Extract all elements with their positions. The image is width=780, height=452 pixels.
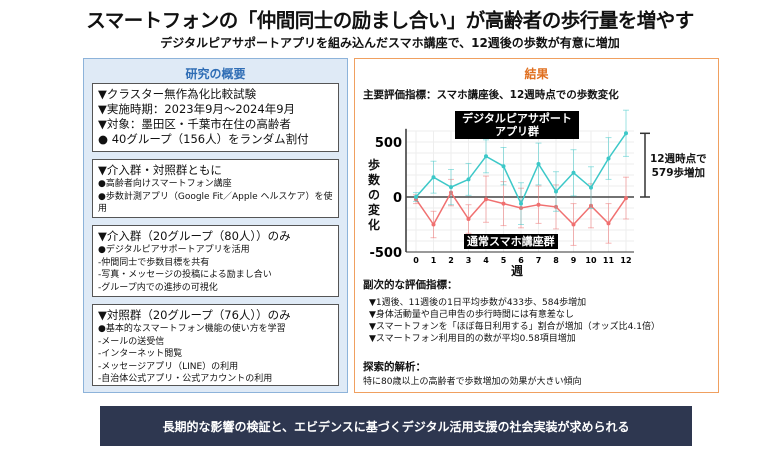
annotation-line: 12週時点で bbox=[650, 153, 707, 165]
box-item: -写真・メッセージの投稿による励まし合い bbox=[98, 270, 272, 280]
intervention-point bbox=[449, 185, 453, 190]
x-tick-label: 12 bbox=[620, 256, 631, 265]
secondary-item: ▼身体活動量や自己申告の歩行時間には有意差なし bbox=[369, 310, 574, 320]
y-tick-label: 500 bbox=[375, 136, 402, 151]
intervention-point bbox=[554, 189, 558, 194]
intervention-point bbox=[589, 185, 593, 190]
exploratory-heading: 探索的解析： bbox=[363, 361, 426, 373]
annotation-line: 579歩増加 bbox=[651, 167, 706, 179]
intervention-point bbox=[466, 177, 471, 182]
control-point bbox=[431, 222, 436, 227]
study-overview-panel: 研究の概要 ▼クラスター無作為化比較試験 ▼実施時期：2023年9月～2024年… bbox=[83, 58, 348, 393]
series-label-control: 通常スマホ講座群 bbox=[464, 234, 558, 249]
control-point bbox=[484, 197, 488, 202]
box-item: ●歩数計測アプリ（Google Fit／Apple ヘルスケア）を使用 bbox=[98, 191, 333, 215]
allocation-line: ● 40グループ（156人）をランダム割付 bbox=[98, 132, 309, 146]
y-tick-label: -500 bbox=[369, 246, 402, 261]
intervention-point bbox=[431, 175, 436, 180]
box-item: ●デジタルピアサポートアプリを活用 bbox=[98, 245, 250, 255]
box-item: -メッセージアプリ（LINE）の利用 bbox=[98, 361, 239, 372]
x-tick-label: 1 bbox=[431, 256, 437, 265]
secondary-list: ▼1週後、11週後の1日平均歩数が433歩、584歩増加 ▼身体活動量や自己申告… bbox=[369, 297, 660, 345]
overview-heading: 研究の概要 bbox=[185, 67, 246, 81]
control-point bbox=[606, 221, 611, 226]
control-point bbox=[624, 196, 628, 201]
x-tick-label: 3 bbox=[466, 256, 472, 265]
intervention-point bbox=[624, 131, 628, 136]
x-tick-label: 6 bbox=[518, 256, 524, 265]
both-groups-box: ▼介入群・対照群ともに ●高齢者向けスマートフォン講座 ●歩数計測アプリ（Goo… bbox=[92, 159, 339, 218]
control-point bbox=[466, 217, 471, 221]
exploratory-text: 特に80歳以上の高齢者で歩数増加の効果が大きい傾向 bbox=[363, 377, 582, 387]
x-tick-label: 0 bbox=[413, 256, 419, 265]
conclusion-banner: 長期的な影響の検証と、エビデンスに基づくデジタル活用支援の社会実装が求められる bbox=[100, 406, 692, 446]
intervention-point bbox=[571, 170, 576, 175]
main-metric: 主要評価指標：スマホ講座後、12週時点での歩数変化 bbox=[363, 89, 619, 101]
secondary-item: ▼スマートフォンを「ほぼ毎日利用する」割合が増加（オッズ比4.1倍） bbox=[369, 322, 660, 332]
intervention-point bbox=[519, 201, 523, 206]
series-label-intervention: デジタルピアサポートアプリ群 bbox=[455, 111, 579, 139]
intervention-point bbox=[536, 162, 541, 166]
control-point bbox=[571, 222, 576, 227]
x-tick-label: 10 bbox=[585, 256, 597, 265]
box-item: -インターネット閲覧 bbox=[98, 349, 183, 359]
box-item: ●基本的なスマートフォン機能の使い方を学習 bbox=[98, 324, 286, 334]
x-tick-label: 9 bbox=[571, 256, 577, 265]
box-item: ●高齢者向けスマートフォン講座 bbox=[98, 179, 232, 189]
x-tick-label: 11 bbox=[603, 256, 615, 265]
control-point bbox=[536, 202, 541, 207]
annotation-text: 12週時点で 579歩増加 bbox=[650, 152, 707, 180]
control-point bbox=[501, 201, 506, 206]
x-tick-label: 2 bbox=[448, 256, 454, 265]
y-axis-label: 歩数の変化 bbox=[368, 158, 381, 232]
intervention-point bbox=[414, 195, 418, 199]
intervention-point bbox=[606, 156, 611, 161]
intervention-point bbox=[484, 154, 488, 159]
x-tick-label: 8 bbox=[553, 256, 559, 265]
secondary-item: ▼スマートフォン利用目的の数が平均0.58項目増加 bbox=[369, 334, 576, 344]
design-line: ▼クラスター無作為化比較試験 bbox=[98, 87, 257, 101]
box-head: ▼対照群（20グループ（76人））のみ bbox=[98, 308, 291, 322]
page-title: スマートフォンの「仲間同士の励まし合い」が高齢者の歩行量を増やす bbox=[86, 9, 694, 32]
box-item: -メールの送受信 bbox=[98, 336, 165, 347]
box-item: -仲間同士で歩数目標を共有 bbox=[98, 257, 210, 268]
results-heading: 結果 bbox=[524, 67, 549, 81]
period-line: ▼実施時期：2023年9月～2024年9月 bbox=[98, 102, 296, 116]
design-box: ▼クラスター無作為化比較試験 ▼実施時期：2023年9月～2024年9月 ▼対象… bbox=[92, 83, 339, 152]
x-tick-label: 4 bbox=[483, 256, 489, 265]
control-box: ▼対照群（20グループ（76人））のみ ●基本的なスマートフォン機能の使い方を学… bbox=[92, 304, 339, 386]
x-tick-label: 5 bbox=[501, 256, 507, 265]
x-tick-label: 7 bbox=[536, 256, 542, 265]
box-item: -グループ内での進捗の可視化 bbox=[98, 282, 218, 293]
box-item: -自治体公式アプリ・公式アカウントの利用 bbox=[98, 374, 273, 384]
secondary-item: ▼1週後、11週後の1日平均歩数が433歩、584歩増加 bbox=[369, 298, 587, 308]
box-head: ▼介入群（20グループ（80人））のみ bbox=[98, 229, 291, 243]
x-axis-label: 週 bbox=[511, 264, 524, 278]
subjects-line: ▼対象：墨田区・千葉市在住の高齢者 bbox=[98, 117, 291, 131]
intervention-point bbox=[501, 164, 506, 169]
secondary-heading: 副次的な評価指標： bbox=[363, 279, 458, 291]
y-tick-label: 0 bbox=[393, 191, 402, 206]
intervention-box: ▼介入群（20グループ（80人））のみ ●デジタルピアサポートアプリを活用 -仲… bbox=[92, 225, 339, 297]
box-head: ▼介入群・対照群ともに bbox=[98, 163, 222, 177]
page-subtitle: デジタルピアサポートアプリを組み込んだスマホ講座で、12週後の歩数が有意に増加 bbox=[160, 36, 620, 50]
